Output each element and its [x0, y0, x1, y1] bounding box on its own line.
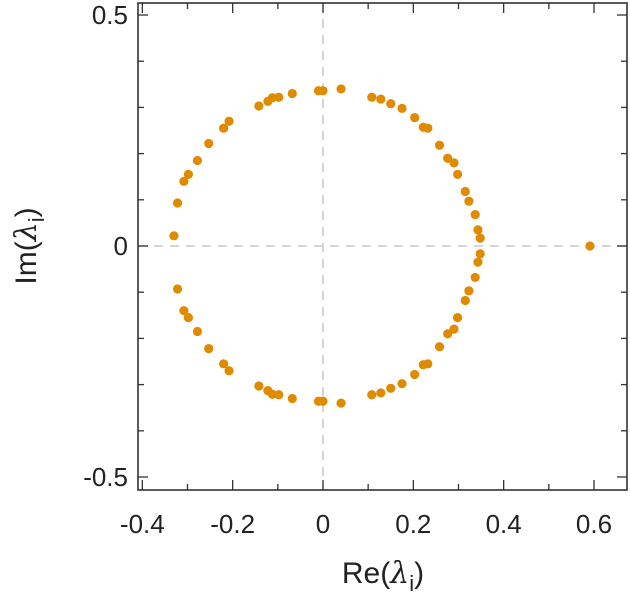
- eigenvalue-point: [473, 225, 483, 235]
- eigenvalue-point: [585, 241, 595, 251]
- eigenvalue-point: [179, 306, 189, 316]
- eigenvalue-point: [418, 122, 428, 132]
- eigenvalue-point: [475, 233, 485, 243]
- eigenvalue-point: [475, 249, 485, 259]
- eigenvalue-point: [169, 231, 179, 241]
- eigenvalue-point: [452, 313, 463, 323]
- eigenvalue-point: [224, 366, 234, 376]
- eigenvalue-point: [336, 398, 346, 408]
- x-tick-label: 0.6: [576, 509, 612, 539]
- eigenvalue-point: [397, 379, 407, 389]
- eigenvalue-point: [254, 101, 264, 111]
- y-axis-label: Im(λi): [9, 207, 49, 284]
- y-tick-label: 0: [114, 231, 128, 261]
- eigenvalue-point: [464, 286, 474, 296]
- eigenvalue-point: [464, 196, 474, 206]
- eigenvalue-point: [254, 381, 264, 391]
- y-tick-label: -0.5: [83, 462, 128, 492]
- eigenvalue-point: [386, 99, 396, 109]
- eigenvalue-point: [434, 140, 445, 150]
- eigenvalue-point: [192, 155, 203, 166]
- eigenvalue-point: [183, 313, 194, 323]
- data-points: [169, 84, 595, 408]
- eigenvalue-point: [443, 153, 453, 163]
- eigenvalue-point: [460, 186, 470, 197]
- eigenvalue-point: [367, 390, 377, 400]
- eigenvalue-point: [219, 359, 229, 369]
- eigenvalue-point: [263, 386, 273, 396]
- eigenvalue-point: [367, 92, 377, 102]
- eigenvalue-point: [443, 329, 453, 339]
- eigenvalue-point: [376, 94, 386, 104]
- x-axis-label: Re(λi): [342, 556, 424, 596]
- eigenvalue-point: [418, 360, 428, 370]
- eigenvalue-point: [287, 88, 297, 99]
- eigenvalue-point: [410, 112, 420, 123]
- eigenvalue-point: [470, 209, 480, 220]
- eigenvalue-point: [263, 96, 273, 106]
- eigenvalue-point: [434, 342, 445, 352]
- eigenvalue-point: [336, 84, 346, 94]
- x-tick-label: 0.2: [395, 509, 431, 539]
- x-tick-label: -0.2: [210, 509, 255, 539]
- eigenvalue-point: [470, 272, 480, 283]
- x-tick-label: 0: [316, 509, 330, 539]
- eigenvalue-point: [449, 158, 459, 168]
- eigenvalue-point: [410, 369, 420, 380]
- eigenvalue-point: [204, 343, 214, 354]
- eigenvalue-point: [224, 116, 234, 126]
- eigenvalue-point: [397, 103, 407, 113]
- eigenvalue-point: [179, 176, 189, 186]
- reference-lines: [138, 3, 627, 490]
- x-tick-label: -0.4: [120, 509, 165, 539]
- eigenvalue-point: [313, 396, 324, 406]
- eigenvalue-point: [460, 295, 470, 306]
- eigenvalue-point: [172, 198, 183, 208]
- plot-frame: [137, 2, 628, 491]
- eigenvalue-point: [473, 257, 483, 267]
- eigenvalue-point: [204, 138, 214, 149]
- y-tick-label: 0.5: [92, 0, 128, 30]
- axis-ticks: [138, 3, 627, 490]
- tick-labels: -0.4 -0.2 0 0.2 0.4 0.6 0.5 0 -0.5: [83, 0, 612, 539]
- eigenvalue-point: [172, 284, 183, 294]
- eigenvalue-point: [376, 388, 386, 398]
- eigenvalue-point: [452, 169, 463, 179]
- x-tick-label: 0.4: [486, 509, 522, 539]
- eigenvalue-point: [313, 86, 324, 96]
- eigenvalue-point: [219, 123, 229, 133]
- eigenvalue-point: [287, 393, 297, 404]
- eigenvalue-point: [183, 169, 194, 179]
- eigenvalue-point: [449, 324, 459, 334]
- eigenvalue-point: [386, 383, 396, 393]
- eigenvalue-point: [192, 326, 203, 337]
